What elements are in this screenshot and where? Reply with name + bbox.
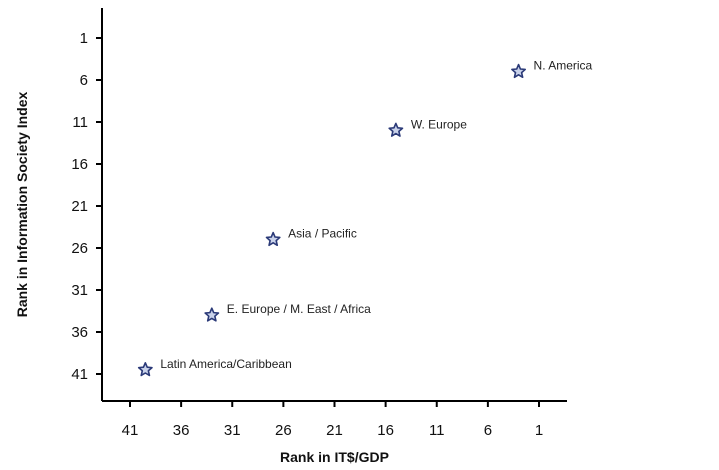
data-point-label: Latin America/Caribbean — [160, 357, 291, 371]
x-ticks: 41 36 31 26 21 16 11 6 1 — [122, 401, 543, 439]
data-points: N. America W. Europe Asia / Pacific E. Euro… — [137, 59, 593, 377]
y-tick-label: 6 — [80, 72, 88, 89]
y-tick-label: 31 — [71, 282, 88, 299]
data-point-label: Asia / Pacific — [288, 227, 357, 241]
x-tick-label: 26 — [275, 422, 292, 439]
data-point-star — [137, 362, 153, 377]
data-point-star — [204, 307, 220, 322]
x-tick-label: 11 — [429, 422, 445, 439]
y-tick-label: 36 — [71, 324, 88, 341]
axes — [101, 8, 567, 402]
y-tick-label: 1 — [80, 30, 88, 47]
data-point-label: E. Europe / M. East / Africa — [227, 302, 371, 316]
data-point-label: W. Europe — [411, 117, 467, 131]
y-tick-label: 26 — [71, 240, 88, 257]
x-axis-title: Rank in IT$/GDP — [280, 449, 389, 465]
x-tick-label: 16 — [377, 422, 394, 439]
x-tick-label: 21 — [326, 422, 343, 439]
y-tick-label: 21 — [71, 198, 88, 215]
x-tick-label: 36 — [173, 422, 190, 439]
y-tick-label: 16 — [71, 156, 88, 173]
data-point-label: N. America — [534, 59, 593, 73]
x-tick-label: 6 — [484, 422, 492, 439]
data-point-star — [265, 231, 281, 247]
y-axis-title: Rank in Information Society Index — [14, 91, 30, 317]
y-tick-label: 11 — [72, 114, 88, 131]
data-point-star — [511, 63, 527, 79]
y-tick-label: 41 — [71, 366, 88, 383]
x-tick-label: 41 — [122, 422, 139, 439]
data-point-star — [388, 122, 404, 137]
x-tick-label: 1 — [535, 422, 543, 439]
x-tick-label: 31 — [224, 422, 241, 439]
